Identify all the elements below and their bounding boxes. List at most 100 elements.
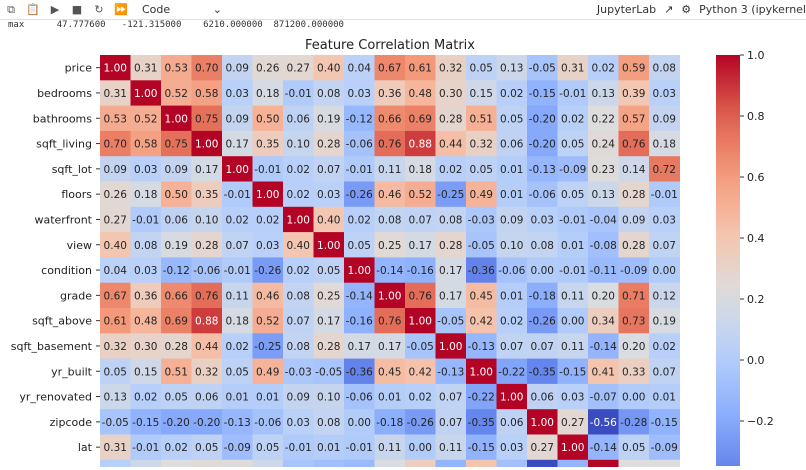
cell-value-label: 0.01: [500, 164, 523, 176]
cell-value-label: 0.40: [287, 240, 310, 252]
cell-value-label: 0.01: [500, 290, 523, 302]
heatmap-cell: [100, 55, 131, 81]
cell-value-label: -0.05: [468, 240, 495, 252]
heatmap-cell: [283, 358, 314, 385]
heatmap-cell: [466, 358, 497, 385]
chart-title: Feature Correlation Matrix: [305, 38, 475, 53]
heatmap-cell: [283, 434, 314, 461]
cell-value-label: 0.07: [226, 240, 249, 252]
run-icon[interactable]: ▶: [50, 3, 60, 16]
cell-value-label: 0.28: [317, 341, 340, 353]
colorbar-tick-label: 0.4: [747, 232, 765, 245]
heatmap-cell: [344, 80, 375, 107]
paste-icon[interactable]: 📋: [26, 3, 40, 16]
heatmap-cell: [283, 55, 314, 81]
heatmap-cell: [466, 130, 497, 157]
row-label: lat: [78, 441, 93, 454]
cell-value-label: 0.45: [470, 290, 493, 302]
heatmap-cell: [161, 206, 192, 233]
heatmap-cell: [588, 206, 619, 233]
cell-value-label: -0.26: [529, 316, 556, 328]
cell-value-label: 0.08: [317, 88, 340, 100]
cell-value-label: 0.02: [348, 214, 371, 226]
cell-value-label: 0.08: [653, 63, 676, 75]
cell-value-label: 1.00: [226, 164, 249, 176]
heatmap-cell: [344, 459, 375, 467]
fast-forward-icon[interactable]: ⏩: [114, 3, 128, 16]
cell-type-value: Code: [142, 3, 171, 16]
cell-value-label: 0.08: [134, 240, 157, 252]
cell-value-label: 0.02: [256, 214, 279, 226]
kernel-status[interactable]: Python 3 (ipykernel: [699, 3, 806, 16]
cell-value-label: 0.41: [592, 366, 615, 378]
heatmap-cell: [100, 156, 131, 182]
cell-value-label: 0.05: [104, 366, 127, 378]
heatmap-cell: [466, 459, 497, 467]
cell-value-label: 0.58: [195, 88, 218, 100]
heatmap-cell: [313, 409, 345, 435]
jupyterlab-link[interactable]: JupyterLab: [596, 3, 657, 16]
cell-value-label: 0.05: [195, 442, 218, 454]
cell-value-label: 0.58: [134, 139, 157, 151]
heatmap-cell: [222, 130, 253, 157]
heatmap-cell: [527, 130, 558, 157]
heatmap-cell: [557, 282, 589, 309]
cell-value-label: 0.07: [531, 341, 554, 353]
heatmap-cell: [313, 206, 345, 233]
heatmap-cell: [588, 358, 619, 385]
heatmap-cell: [130, 358, 162, 385]
cell-value-label: 0.10: [317, 392, 340, 404]
heatmap-cell: [191, 282, 223, 309]
heatmap-cell: [374, 80, 406, 107]
heatmap-cell: [618, 55, 650, 81]
cell-value-label: 0.05: [226, 366, 249, 378]
cell-value-label: 0.02: [500, 88, 523, 100]
heatmap-cell: [405, 358, 436, 385]
copy-icon[interactable]: ⧉: [7, 2, 15, 16]
cell-value-label: 0.88: [195, 316, 218, 328]
cell-value-label: 0.17: [317, 316, 340, 328]
heatmap-cell: [557, 409, 589, 435]
cell-value-label: 0.07: [439, 417, 462, 429]
cell-value-label: 1.00: [470, 366, 493, 378]
heatmap-cell: [405, 206, 436, 233]
heatmap-cell: [130, 409, 162, 435]
cell-value-label: 1.00: [500, 392, 523, 404]
heatmap-cell: [649, 80, 680, 107]
heatmap-cell: [649, 282, 680, 309]
heatmap-cell: [374, 55, 406, 81]
heatmap-cell: [161, 257, 192, 284]
external-link-icon[interactable]: ↗: [664, 3, 674, 16]
heatmap-cell: [191, 55, 223, 81]
heatmap-cell: [191, 308, 223, 334]
cell-value-label: -0.05: [437, 316, 464, 328]
heatmap-cell: [252, 383, 284, 410]
heatmap-cell: [313, 383, 345, 410]
cell-value-label: 0.13: [500, 63, 523, 75]
heatmap-cell: [649, 383, 680, 410]
stop-icon[interactable]: ■: [71, 3, 83, 16]
heatmap-cell: [344, 282, 375, 309]
heatmap-cell: [466, 156, 497, 182]
cell-value-label: 0.00: [348, 417, 371, 429]
cell-value-label: 0.26: [256, 63, 280, 75]
restart-icon[interactable]: ↻: [94, 3, 104, 16]
heatmap-cell: [313, 308, 345, 334]
heatmap-cell: [130, 232, 162, 258]
heatmap-cell: [466, 308, 497, 334]
heatmap-cell: [130, 130, 162, 157]
cell-value-label: -0.01: [285, 88, 312, 100]
heatmap-cell: [557, 383, 589, 410]
cell-value-label: 0.08: [317, 417, 340, 429]
cell-value-label: 0.15: [470, 88, 493, 100]
cell-value-label: -0.01: [651, 189, 678, 201]
cell-value-label: 0.19: [165, 240, 188, 252]
cell-type-dropdown[interactable]: Code ⌄: [142, 3, 222, 16]
cell-value-label: 0.01: [317, 442, 340, 454]
cell-value-label: 1.00: [317, 240, 340, 252]
cell-value-label: -0.13: [529, 164, 556, 176]
debugger-bug-icon[interactable]: ⚙: [681, 3, 692, 16]
heatmap-cell: [557, 459, 589, 467]
cell-value-label: 0.02: [287, 164, 310, 176]
cell-value-label: 0.07: [500, 341, 523, 353]
